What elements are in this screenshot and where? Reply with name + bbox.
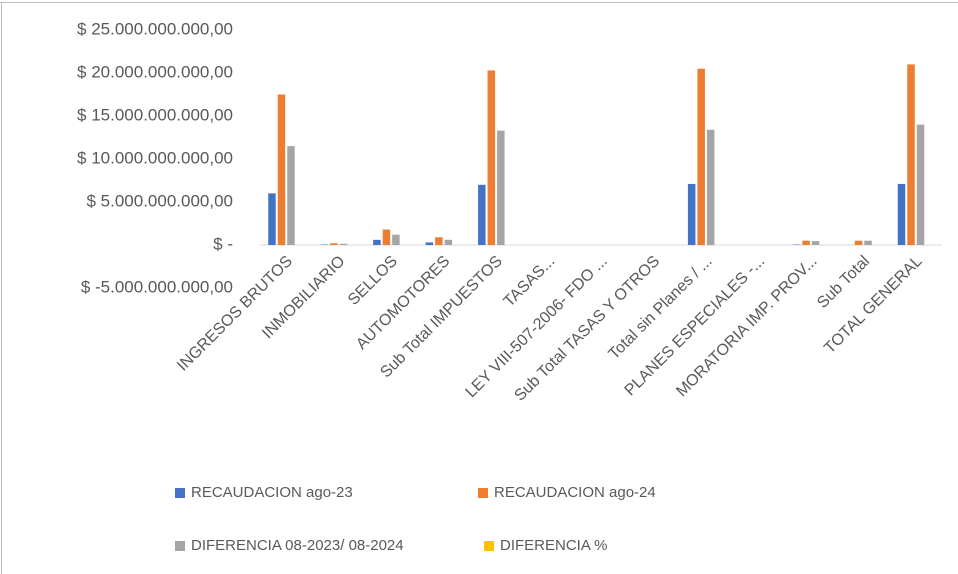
- bar: [339, 243, 348, 245]
- bar: [811, 241, 820, 245]
- bar: [864, 240, 872, 245]
- bar: [854, 240, 863, 245]
- y-tick-label: $ 5.000.000.000,00: [86, 191, 233, 210]
- bar: [897, 183, 906, 245]
- bar: [382, 229, 391, 245]
- legend-label: DIFERENCIA %: [500, 537, 608, 554]
- bar: [287, 146, 295, 245]
- bar: [487, 70, 496, 245]
- bar: [687, 183, 696, 245]
- y-tick-label: $ 25.000.000.000,00: [77, 19, 233, 38]
- bar: [435, 237, 443, 245]
- bar: [277, 94, 286, 245]
- bar: [907, 64, 915, 246]
- bar: [916, 124, 925, 245]
- bar: [330, 243, 338, 245]
- bar: [802, 240, 810, 245]
- y-tick-label: $ 15.000.000.000,00: [77, 105, 233, 124]
- legend-swatch: [484, 541, 494, 551]
- bar: [697, 68, 705, 245]
- legend-swatch: [175, 541, 185, 551]
- legend-swatch: [478, 488, 488, 498]
- bar: [425, 242, 434, 245]
- legend-swatch: [175, 488, 185, 498]
- legend-label: DIFERENCIA 08-2023/ 08-2024: [191, 537, 404, 554]
- bar: [497, 130, 505, 245]
- bar: [373, 239, 381, 245]
- bar: [706, 129, 715, 245]
- y-tick-label: $ 10.000.000.000,00: [77, 148, 233, 167]
- bar: [478, 184, 486, 245]
- legend-label: RECAUDACION ago-24: [494, 484, 656, 501]
- y-tick-label: $ -5.000.000.000,00: [81, 277, 233, 296]
- y-tick-label: $ 20.000.000.000,00: [77, 62, 233, 81]
- bar: [268, 193, 276, 245]
- bar: [392, 234, 400, 245]
- legend-label: RECAUDACION ago-23: [191, 484, 353, 501]
- y-tick-label: $ -: [213, 234, 233, 253]
- bar: [444, 239, 453, 245]
